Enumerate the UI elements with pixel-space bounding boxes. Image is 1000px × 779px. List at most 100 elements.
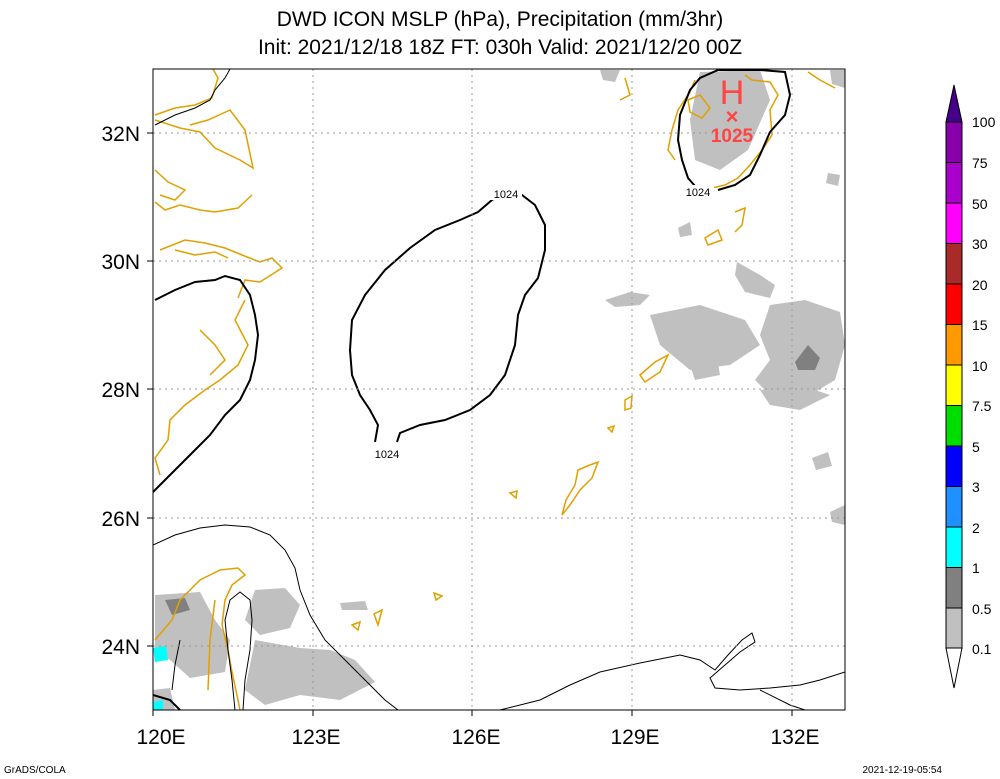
colorbar-cell	[945, 243, 963, 285]
coastline	[154, 567, 247, 710]
coastline	[154, 299, 249, 476]
colorbar-label: 0.1	[972, 641, 992, 657]
colorbar-label: 3	[972, 479, 980, 495]
coastline	[154, 109, 255, 170]
coastline	[154, 169, 187, 201]
colorbar-cell	[945, 121, 963, 163]
isobar-line	[759, 689, 806, 710]
coastline	[373, 608, 384, 628]
y-tick-label: 26N	[101, 508, 140, 531]
y-tick-label: 32N	[101, 123, 140, 146]
x-tick-label: 129E	[610, 726, 659, 749]
precip-area	[678, 222, 692, 237]
isobar-label: 1024	[375, 449, 399, 461]
isobar-line	[154, 69, 231, 126]
colorbar-label: 30	[972, 236, 988, 252]
high-center-marker: ×	[726, 104, 739, 129]
coastline	[159, 239, 284, 299]
coastline	[199, 329, 226, 376]
colorbar-top-arrow	[945, 84, 963, 123]
colorbar-cell	[945, 526, 963, 568]
precip-area	[685, 345, 720, 380]
precip-area	[830, 505, 845, 525]
isobar-line	[224, 591, 253, 710]
coastline	[687, 94, 711, 119]
colorbar-label: 10	[972, 358, 988, 374]
coastline	[624, 394, 633, 412]
coastline	[711, 74, 779, 189]
x-tick-label: 126E	[451, 726, 500, 749]
precip-area	[650, 305, 760, 370]
x-tick-label: 120E	[136, 726, 185, 749]
colorbar-cell	[945, 324, 963, 366]
precip-area	[605, 292, 650, 307]
y-tick-label: 30N	[101, 251, 140, 274]
axis-ticks	[147, 132, 793, 716]
isobar-line	[153, 524, 399, 710]
high-pressure-value: 1025	[711, 126, 754, 147]
colorbar-cell	[945, 283, 963, 325]
precip-area	[755, 300, 845, 395]
colorbar-cell	[945, 202, 963, 244]
coastline	[561, 460, 600, 516]
coastline	[207, 599, 216, 691]
y-tick-label: 24N	[101, 636, 140, 659]
x-tick-label: 123E	[291, 726, 340, 749]
grid-lines	[153, 69, 845, 710]
colorbar: 100 75 50 30 20 15 10 7.5 5 3 2 1 0.5 0.…	[945, 84, 996, 689]
colorbar-label: 5	[972, 439, 980, 455]
colorbar-cell	[945, 486, 963, 528]
coastline	[606, 424, 616, 434]
high-symbol: H	[720, 74, 745, 112]
colorbar-label: 75	[972, 155, 988, 171]
colorbar-label: 50	[972, 196, 988, 212]
coastline	[432, 591, 444, 602]
coastline	[154, 194, 253, 213]
chart-title-line1: DWD ICON MSLP (hPa), Precipitation (mm/3…	[276, 8, 724, 31]
precip-area	[735, 262, 775, 298]
isobar-line	[153, 274, 260, 493]
precip-area	[760, 385, 830, 410]
precip-area	[812, 452, 832, 470]
coastline	[807, 71, 836, 89]
precip-area	[245, 588, 300, 635]
colorbar-cell	[945, 405, 963, 447]
chart-title-line2: Init: 2021/12/18 18Z FT: 030h Valid: 202…	[257, 36, 743, 59]
high-pressure-center: H × 1025	[711, 74, 754, 147]
precipitation-layer	[153, 70, 845, 710]
colorbar-label: 15	[972, 317, 988, 333]
precip-area	[600, 70, 620, 82]
colorbar-cell	[945, 162, 963, 204]
colorbar-cell	[945, 445, 963, 487]
x-tick-label: 132E	[770, 726, 819, 749]
colorbar-bottom-arrow	[945, 647, 963, 689]
isobar-label: 1024	[686, 187, 710, 199]
coastline	[508, 489, 518, 500]
coastline	[704, 228, 723, 246]
isobar-line	[499, 632, 845, 710]
colorbar-label: 1	[972, 560, 980, 576]
coastline	[350, 620, 362, 632]
isobar-line	[153, 694, 181, 710]
coastline	[174, 249, 229, 259]
colorbar-label: 100	[972, 114, 996, 130]
isobar-label: 1024	[494, 189, 518, 201]
precip-area-moderate	[795, 345, 820, 370]
isobar-line	[676, 69, 792, 191]
colorbar-label: 0.5	[972, 601, 992, 617]
coastline	[734, 206, 746, 233]
footer-left: GrADS/COLA	[4, 765, 66, 776]
coastline	[619, 77, 631, 101]
precip-area-heavy	[153, 700, 163, 710]
y-tick-label: 28N	[101, 379, 140, 402]
precip-area	[340, 601, 368, 610]
colorbar-cell	[945, 364, 963, 406]
footer-timestamp: 2021-12-19-05:54	[862, 765, 942, 776]
precip-area	[690, 70, 770, 170]
coastline	[638, 353, 670, 384]
colorbar-label: 20	[972, 277, 988, 293]
precip-area	[830, 70, 845, 88]
colorbar-label: 2	[972, 520, 980, 536]
colorbar-cell	[945, 607, 963, 649]
